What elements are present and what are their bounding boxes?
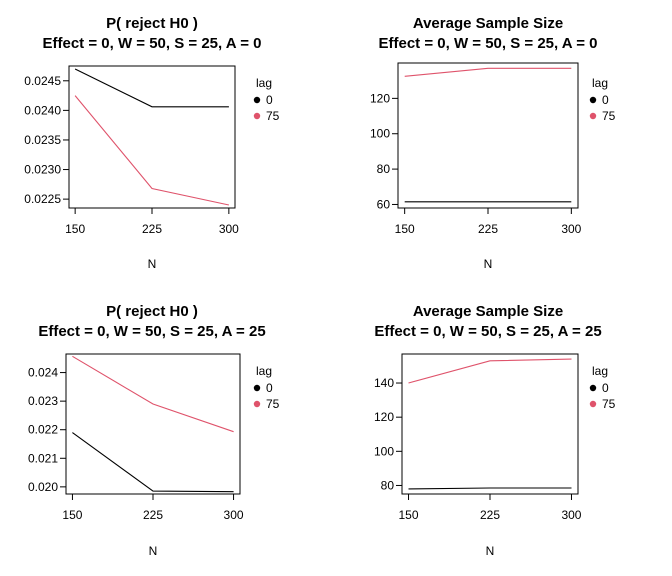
y-tick-label: 0.0230	[24, 163, 61, 177]
chart-panel-2: Average Sample Size Effect = 0, W = 50, S…	[370, 15, 616, 271]
legend-label-lag-0: 0	[602, 93, 609, 107]
chart-title: Average Sample Size	[413, 15, 563, 32]
y-tick-label: 60	[377, 197, 391, 211]
x-tick-label: 300	[561, 508, 581, 522]
legend-title: lag	[256, 364, 272, 378]
plot-frame	[68, 65, 236, 209]
legend-title: lag	[256, 76, 272, 90]
x-tick-label: 300	[561, 222, 581, 236]
y-tick-label: 0.0235	[24, 133, 61, 147]
chart-panel-3: P( reject H0 ) Effect = 0, W = 50, S = 25…	[28, 303, 280, 558]
series-line-lag-0	[72, 432, 234, 493]
legend-marker-lag-75	[589, 400, 597, 408]
y-tick-label: 100	[370, 127, 390, 141]
chart-title: P( reject H0 )	[106, 15, 198, 32]
x-tick-label: 150	[62, 508, 82, 522]
series-line-lag-75	[74, 95, 230, 206]
x-tick-label: 225	[143, 508, 163, 522]
legend-marker-lag-75	[253, 112, 261, 120]
series-line-lag-0	[74, 68, 229, 108]
chart-panel-1: P( reject H0 ) Effect = 0, W = 50, S = 25…	[24, 15, 279, 271]
x-tick-label: 150	[395, 222, 415, 236]
y-tick-label: 120	[374, 410, 394, 424]
chart-panel-4: Average Sample Size Effect = 0, W = 50, S…	[374, 303, 616, 558]
y-tick-label: 120	[370, 91, 390, 105]
series-line-lag-75	[72, 355, 234, 433]
y-tick-label: 140	[374, 376, 394, 390]
plot-frame	[397, 62, 579, 209]
y-tick-label: 0.022	[28, 423, 58, 437]
x-axis-label: N	[484, 257, 493, 271]
y-tick-label: 0.021	[28, 451, 58, 465]
legend-marker-lag-0	[253, 96, 261, 104]
series-line-lag-75	[404, 67, 572, 77]
legend-label-lag-75: 75	[266, 109, 280, 123]
x-tick-label: 225	[142, 222, 162, 236]
legend: lag 0 75	[253, 364, 280, 411]
legend-marker-lag-0	[253, 384, 261, 392]
legend-title: lag	[592, 364, 608, 378]
x-tick-label: 300	[224, 508, 244, 522]
y-tick-label: 0.0245	[24, 74, 61, 88]
y-tick-label: 80	[377, 162, 391, 176]
chart-subtitle: Effect = 0, W = 50, S = 25, A = 0	[43, 35, 262, 52]
y-tick-label: 0.0240	[24, 103, 61, 117]
legend-marker-lag-0	[589, 96, 597, 104]
legend: lag 0 75	[589, 76, 616, 123]
chart-title: P( reject H0 )	[106, 303, 198, 320]
legend-marker-lag-0	[589, 384, 597, 392]
x-tick-label: 225	[480, 508, 500, 522]
plot-frame	[401, 353, 579, 495]
y-tick-label: 100	[374, 444, 394, 458]
x-tick-label: 150	[399, 508, 419, 522]
legend-label-lag-0: 0	[266, 93, 273, 107]
legend-marker-lag-75	[253, 400, 261, 408]
chart-subtitle: Effect = 0, W = 50, S = 25, A = 0	[379, 35, 598, 52]
chart-subtitle: Effect = 0, W = 50, S = 25, A = 25	[38, 323, 265, 340]
y-tick-label: 0.020	[28, 480, 58, 494]
legend-label-lag-0: 0	[602, 381, 609, 395]
series-line-lag-75	[408, 358, 572, 384]
x-axis-label: N	[486, 544, 495, 558]
chart-title: Average Sample Size	[413, 303, 563, 320]
plot-frame	[65, 353, 241, 495]
y-tick-label: 0.0225	[24, 192, 61, 206]
x-tick-label: 150	[65, 222, 85, 236]
legend-label-lag-0: 0	[266, 381, 273, 395]
legend-label-lag-75: 75	[602, 397, 616, 411]
x-axis-label: N	[148, 257, 157, 271]
legend-label-lag-75: 75	[266, 397, 280, 411]
x-axis-label: N	[149, 544, 158, 558]
chart-subtitle: Effect = 0, W = 50, S = 25, A = 25	[374, 323, 601, 340]
y-tick-label: 0.023	[28, 394, 58, 408]
x-tick-label: 225	[478, 222, 498, 236]
y-tick-label: 0.024	[28, 366, 58, 380]
series-line-lag-0	[408, 487, 572, 490]
legend-label-lag-75: 75	[602, 109, 616, 123]
legend-title: lag	[592, 76, 608, 90]
legend-marker-lag-75	[589, 112, 597, 120]
legend: lag 0 75	[253, 76, 280, 123]
x-tick-label: 300	[219, 222, 239, 236]
y-tick-label: 80	[381, 478, 395, 492]
legend: lag 0 75	[589, 364, 616, 411]
